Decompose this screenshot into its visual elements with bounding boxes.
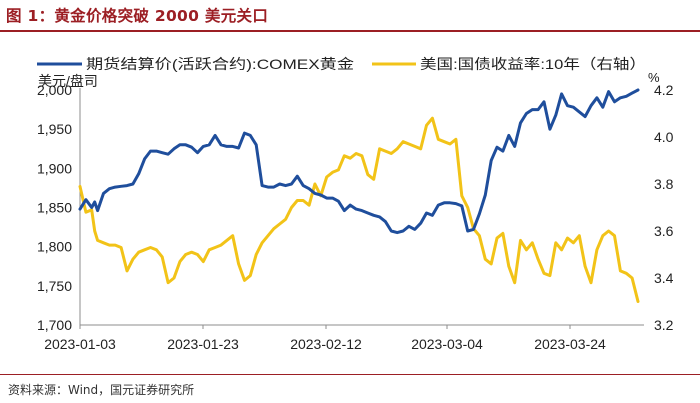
legend-gold-label: 期货结算价(活跃合约):COMEX黄金	[86, 56, 354, 72]
figure-title: 图 1：黄金价格突破 2000 美元关口	[6, 7, 269, 25]
left-tick-label: 1,700	[37, 317, 72, 333]
right-tick-label: 4.0	[654, 129, 674, 145]
gold-price-line	[78, 88, 640, 235]
title-rule	[0, 30, 700, 32]
x-tick-label: 2023-01-03	[44, 336, 116, 352]
right-tick-label: 3.8	[654, 176, 674, 192]
footer-rule	[0, 374, 700, 375]
legend-gold-unit: 美元/盘司	[38, 73, 98, 89]
right-tick-label: 3.4	[654, 270, 674, 286]
x-tick-label: 2023-02-12	[290, 336, 362, 352]
treasury-yield-line	[78, 116, 640, 303]
right-tick-label: 3.2	[654, 317, 674, 333]
left-tick-label: 2,000	[37, 82, 72, 98]
left-tick-label: 1,950	[37, 121, 72, 137]
left-tick-label: 1,850	[37, 200, 72, 216]
legend-yield-label: 美国:国债收益率:10年（右轴）	[420, 56, 646, 72]
x-tick-label: 2023-03-24	[534, 336, 606, 352]
left-tick-label: 1,800	[37, 239, 72, 255]
right-tick-label: 3.6	[654, 223, 674, 239]
x-tick-label: 2023-01-23	[167, 336, 239, 352]
x-tick-label: 2023-03-04	[411, 336, 483, 352]
right-axis-unit: %	[648, 70, 660, 85]
left-tick-label: 1,900	[37, 160, 72, 176]
right-tick-label: 4.2	[654, 82, 674, 98]
source-note: 资料来源：Wind，国元证券研究所	[8, 383, 195, 397]
left-tick-label: 1,750	[37, 278, 72, 294]
